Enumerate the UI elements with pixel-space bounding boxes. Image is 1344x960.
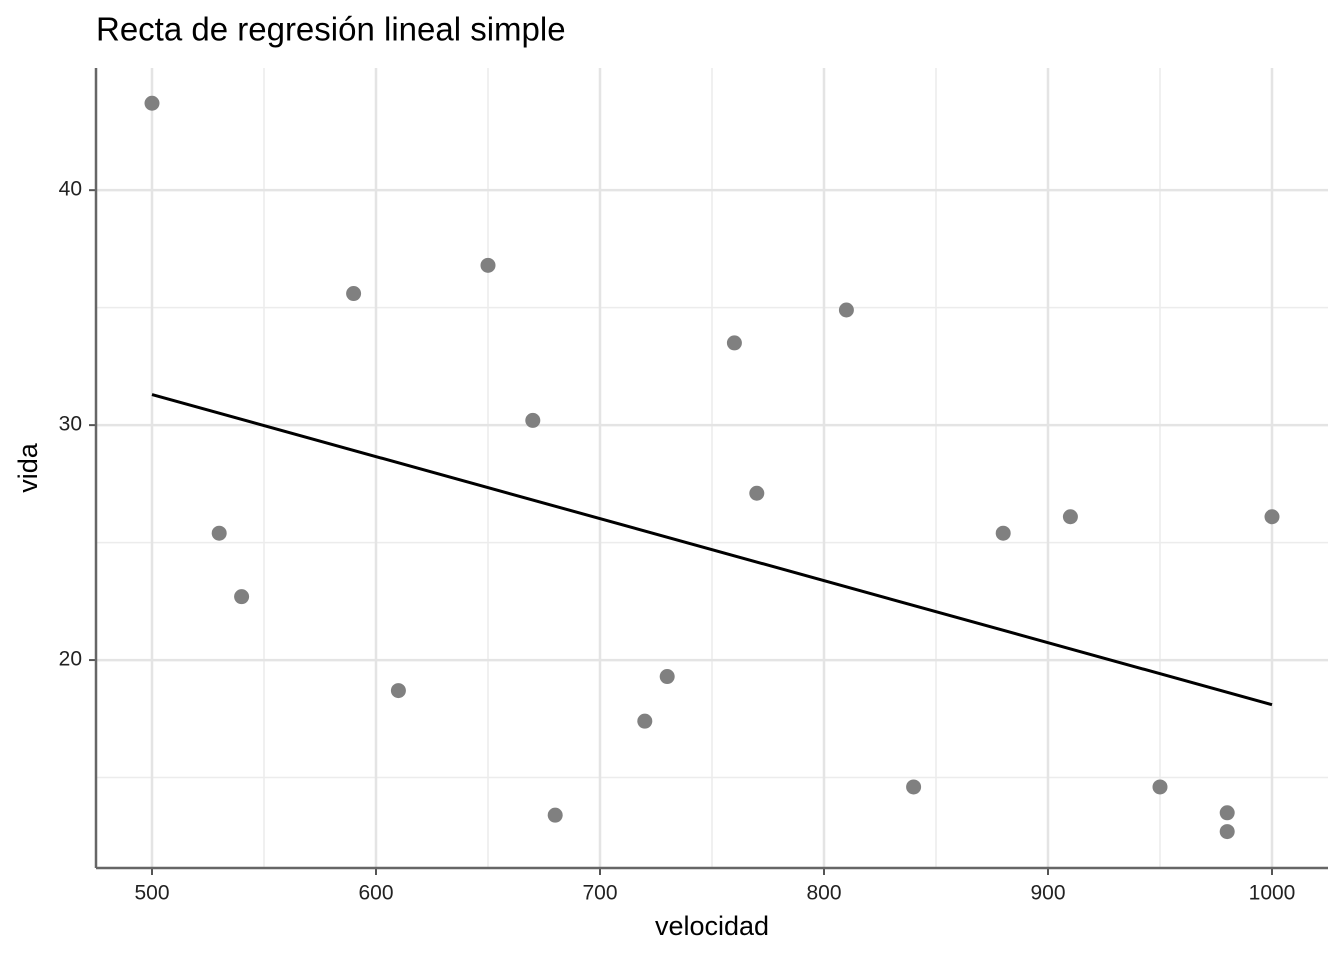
point — [1219, 805, 1235, 821]
x-tick-label: 1000 — [1249, 882, 1296, 905]
point — [1219, 824, 1235, 840]
x-tick-label: 700 — [582, 882, 617, 905]
point — [144, 95, 160, 111]
point — [525, 412, 541, 428]
x-tick-label: 500 — [134, 882, 169, 905]
point — [547, 807, 563, 823]
point — [659, 669, 675, 685]
point — [1062, 509, 1078, 525]
y-axis-title: vida — [13, 442, 43, 493]
y-tick-label: 40 — [59, 178, 82, 201]
y-tick-label: 30 — [59, 413, 82, 436]
point — [480, 257, 496, 273]
point — [637, 713, 653, 729]
point — [211, 525, 227, 541]
point — [749, 485, 765, 501]
point — [346, 286, 362, 302]
x-tick-label: 900 — [1030, 882, 1065, 905]
point — [234, 589, 250, 605]
point — [995, 525, 1011, 541]
point — [390, 683, 406, 699]
x-tick-label: 800 — [806, 882, 841, 905]
x-axis-title: velocidad — [655, 911, 769, 941]
x-tick-label: 600 — [358, 882, 393, 905]
point — [906, 779, 922, 795]
regression-line — [151, 393, 1273, 707]
point — [1264, 509, 1280, 525]
point — [838, 302, 854, 318]
chart-title: Recta de regresión lineal simple — [96, 11, 566, 48]
y-tick-label: 20 — [59, 648, 82, 671]
point — [1152, 779, 1168, 795]
point — [726, 335, 742, 351]
